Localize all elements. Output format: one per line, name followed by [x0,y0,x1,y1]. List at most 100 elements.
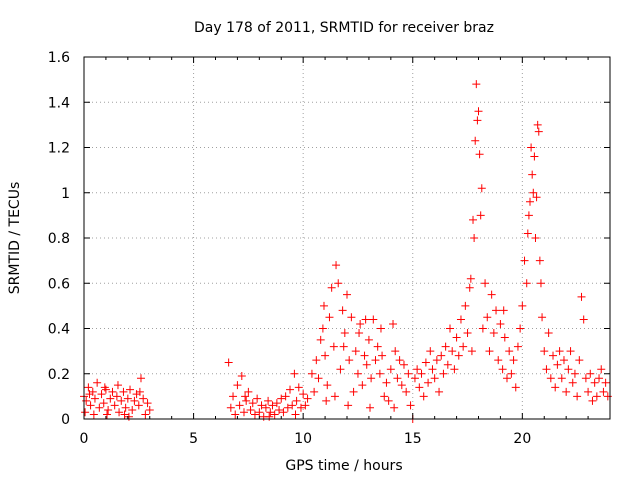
data-point [117,396,126,405]
data-point [406,401,415,410]
data-point [526,197,535,206]
data-point [226,403,235,412]
data-point [327,283,336,292]
data-point [115,408,124,417]
data-point [404,369,413,378]
data-point [343,290,351,299]
data-point [325,313,334,322]
data-point [386,365,395,374]
tick-labels: 0 5 10 15 20 0 0.2 0.4 0.6 0.8 1 1.2 1.4 1.6 [48,50,532,447]
data-point [384,396,393,405]
data-point [597,365,606,374]
data-point [533,120,542,129]
data-point [241,392,250,401]
data-point [500,333,509,342]
data-point [461,301,470,310]
data-point [452,333,461,342]
y-tick-label: 1.2 [48,141,70,157]
data-point [85,390,94,399]
data-point [283,403,292,412]
data-point [467,347,476,356]
data-point [402,387,411,396]
data-point [361,315,370,324]
data-point [542,365,551,374]
x-axis-label: GPS time / hours [285,458,402,474]
data-point [237,372,246,381]
data-point [113,381,122,390]
data-point [573,392,582,401]
data-point [474,107,483,116]
data-point [375,369,384,378]
data-point [224,358,233,367]
data-point [544,329,553,338]
data-point [450,365,459,374]
data-point [477,184,486,193]
x-tick-label: 15 [404,431,422,447]
data-point [103,410,112,419]
data-point [518,301,527,310]
data-point [340,329,349,338]
data-point [446,324,455,333]
data-point [599,387,608,396]
data-point [415,383,424,392]
data-point [417,369,426,378]
data-point [93,378,102,387]
data-point [277,394,286,403]
data-point [465,283,474,292]
data-point [356,319,365,328]
data-point [253,394,262,403]
data-point [248,399,257,408]
data-point [489,329,498,338]
data-point [323,381,332,390]
y-axis-label: SRMTID / TECUs [7,182,23,295]
data-point [270,410,279,419]
data-point [239,408,248,417]
data-point [291,410,300,419]
data-point [244,387,253,396]
data-point [84,383,93,392]
data-point [426,347,435,356]
data-point [546,374,555,383]
y-tick-label: 1.6 [48,50,70,66]
data-point [553,360,562,369]
data-point [332,261,341,270]
data-point [454,351,463,360]
data-point [492,306,501,315]
data-point [475,150,484,159]
data-point [369,315,378,324]
data-point [257,401,266,410]
data-point [330,392,339,401]
data-point [90,394,99,403]
data-point [268,401,277,410]
data-point [502,374,511,383]
data-point [136,374,145,383]
data-point [391,347,400,356]
data-point [344,401,353,410]
data-point [528,170,537,179]
data-point [494,356,503,365]
data-point [590,378,599,387]
data-point [281,392,290,401]
data-point [296,403,305,412]
y-tick-label: 0 [61,412,70,428]
y-tick-label: 0.8 [48,231,70,247]
data-point [498,365,507,374]
data-point [559,356,568,365]
y-tick-label: 1 [61,186,70,202]
data-point [496,319,505,328]
data-point [266,408,275,417]
data-point [511,383,520,392]
data-point [397,381,406,390]
data-point [246,405,255,414]
data-point [395,356,404,365]
data-point [360,351,369,360]
data-point [81,408,90,417]
data-point [595,374,604,383]
data-point [100,383,109,392]
data-point [250,410,259,419]
data-point [112,392,121,401]
data-point [301,401,310,410]
data-point [139,394,148,403]
data-point [355,329,364,338]
